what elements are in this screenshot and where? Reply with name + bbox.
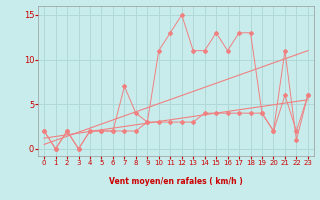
X-axis label: Vent moyen/en rafales ( km/h ): Vent moyen/en rafales ( km/h )	[109, 177, 243, 186]
